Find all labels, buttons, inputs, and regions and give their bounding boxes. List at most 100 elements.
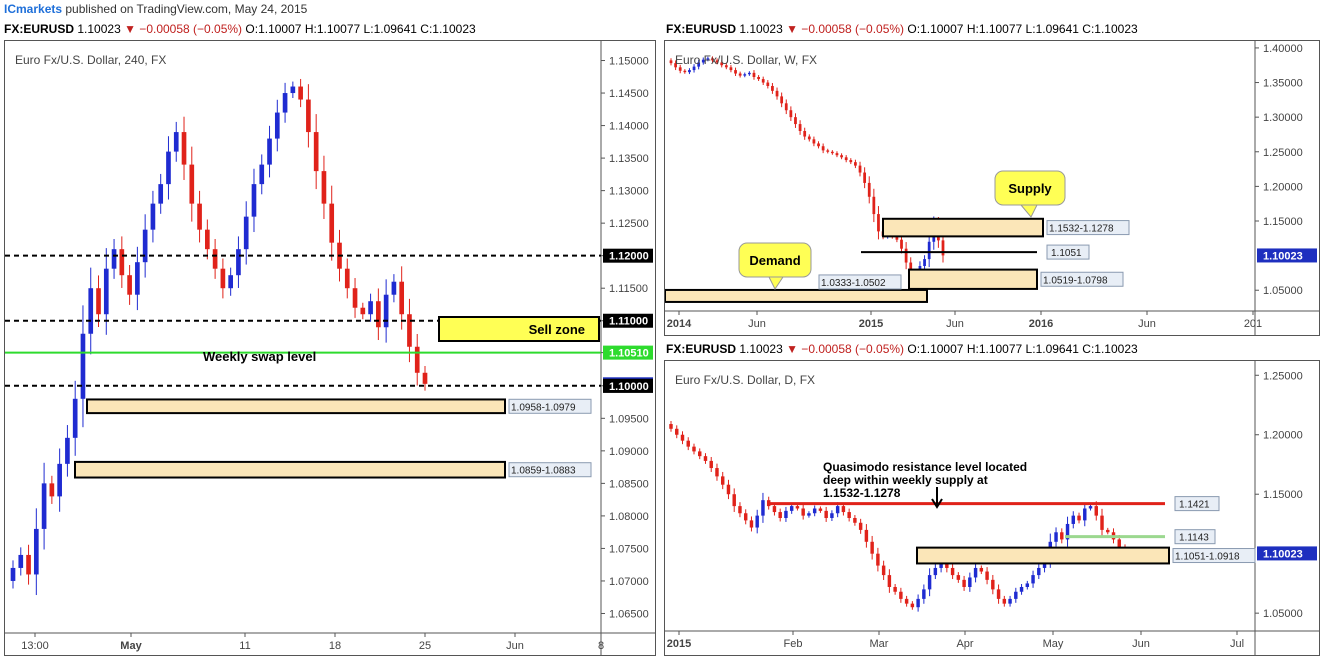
candle-body	[771, 86, 774, 91]
level-label: 1.1051	[1051, 248, 1082, 259]
candle-body	[706, 58, 710, 60]
candle-body	[789, 110, 793, 118]
high-label: H:	[966, 342, 979, 356]
candle-body	[1083, 508, 1087, 521]
low-label: L:	[363, 22, 374, 36]
candle-body	[835, 153, 839, 156]
x-tick-label: 2016	[1029, 318, 1053, 330]
y-level-badge	[603, 313, 653, 328]
x-tick-label: May	[1043, 638, 1064, 650]
zone-label-box	[1040, 271, 1124, 287]
y-tick-label: 1.09000	[609, 446, 649, 458]
candle-body	[824, 510, 828, 519]
y-tick-label: 1.14000	[609, 121, 649, 133]
candle-body	[817, 143, 820, 147]
ohlc-row-h4: FX:EURUSD 1.10023 ▼ −0.00058 (−0.05%) O:…	[4, 20, 476, 38]
candle-body	[33, 528, 39, 575]
candle-body	[683, 70, 687, 73]
candle-body	[282, 93, 288, 113]
candle-body	[877, 214, 880, 232]
candle-body	[1065, 523, 1070, 540]
candle-body	[726, 484, 731, 495]
open-value: 1.10007	[920, 342, 964, 356]
candle-body	[853, 518, 857, 523]
y-tick-label: 1.08000	[609, 511, 649, 523]
zone-label-box	[1046, 220, 1130, 236]
sr-zone	[916, 546, 1170, 565]
supply-callout-pointer	[1019, 204, 1038, 218]
candle-body	[669, 60, 673, 64]
candle-body	[290, 86, 296, 94]
chart-h4-svg[interactable]: 1.15000 1.14500 1.14000 1.13500 1.13000 1.125…	[5, 41, 655, 655]
demand-callout-pointer	[768, 276, 784, 290]
close-value: 1.10023	[1094, 342, 1138, 356]
candle-body	[979, 567, 984, 572]
candle-body	[807, 513, 811, 516]
y-tick-label: 1.12500	[609, 218, 649, 230]
chart-weekly-svg[interactable]: 1.40000 1.35000 1.30000 1.25000 1.20000 1.150…	[665, 41, 1319, 335]
candle-body	[41, 483, 47, 529]
candle-body	[399, 281, 405, 315]
change: ▼ −0.00058 (−0.05%)	[124, 22, 243, 36]
demand-label: Demand	[749, 253, 800, 268]
x-tick-label: Jun	[946, 318, 964, 330]
level-label-box	[1046, 244, 1090, 260]
x-tick-label: Feb	[784, 638, 803, 650]
y-tick-label: 1.15000	[609, 56, 649, 68]
candle-body	[858, 165, 862, 173]
candle-body	[761, 500, 765, 516]
x-tick-label: May	[120, 640, 142, 652]
candle-body	[274, 112, 280, 139]
candle-body	[251, 184, 257, 217]
y-level-badge	[603, 248, 653, 263]
candle-body	[835, 506, 840, 514]
candle-body	[743, 513, 748, 521]
change: ▼ −0.00058 (−0.05%)	[786, 342, 905, 356]
close-label: C:	[420, 22, 433, 36]
y-tick-label: 1.05000	[1263, 608, 1303, 620]
candle-body	[49, 483, 55, 497]
candle-body	[306, 99, 311, 133]
candle-body	[881, 565, 886, 576]
candle-body	[830, 513, 834, 519]
candle-body	[701, 59, 705, 63]
chart-title: Euro Fx/U.S. Dollar, W, FX	[675, 53, 818, 67]
zone-label-box	[508, 398, 592, 414]
candle-body	[794, 117, 797, 125]
high-label: H:	[304, 22, 317, 36]
x-tick-label: 8	[598, 640, 604, 652]
chart-panel-h4[interactable]: 1.15000 1.14500 1.14000 1.13500 1.13000 1.125…	[4, 40, 656, 656]
candle-body	[26, 554, 31, 575]
zone-label-box	[1172, 548, 1256, 564]
x-tick-label: 2015	[859, 318, 883, 330]
chart-daily-svg[interactable]: 1.25000 1.20000 1.15000 1.05000 2015 Feb Mar Ap…	[665, 361, 1319, 655]
brand-link[interactable]: ICmarkets	[4, 2, 63, 16]
candle-body	[895, 236, 899, 240]
y-tick-label: 1.13500	[609, 153, 649, 165]
candle-body	[352, 288, 358, 308]
candle-body	[755, 515, 759, 528]
chart-panel-daily[interactable]: 1.25000 1.20000 1.15000 1.05000 2015 Feb Mar Ap…	[664, 360, 1320, 656]
candle-body	[909, 262, 913, 273]
low-label: L:	[1025, 22, 1036, 36]
ohlc-row-daily: FX:EURUSD 1.10023 ▼ −0.00058 (−0.05%) O:…	[666, 340, 1138, 358]
supply-label: Supply	[1008, 181, 1052, 196]
candle-body	[329, 203, 335, 243]
candle-body	[111, 249, 117, 269]
candle-body	[368, 301, 373, 315]
candle-body	[933, 567, 938, 576]
candle-body	[181, 132, 187, 165]
level-label-box	[1174, 529, 1216, 545]
candle-body	[88, 288, 94, 334]
y-tick-label: 1.25000	[1263, 370, 1303, 382]
zone-label: 1.0333-1.0502	[821, 278, 886, 289]
chart-panel-weekly[interactable]: 1.40000 1.35000 1.30000 1.25000 1.20000 1.150…	[664, 40, 1320, 336]
symbol: FX:EURUSD	[666, 342, 737, 356]
y-tick-label: 1.11500	[609, 283, 648, 295]
candle-body	[893, 586, 897, 592]
candle-body	[1008, 598, 1012, 604]
y-tick-label: 1.40000	[1263, 43, 1303, 55]
candle-body	[780, 96, 784, 104]
candle-body	[18, 554, 24, 568]
candle-body	[784, 103, 788, 111]
